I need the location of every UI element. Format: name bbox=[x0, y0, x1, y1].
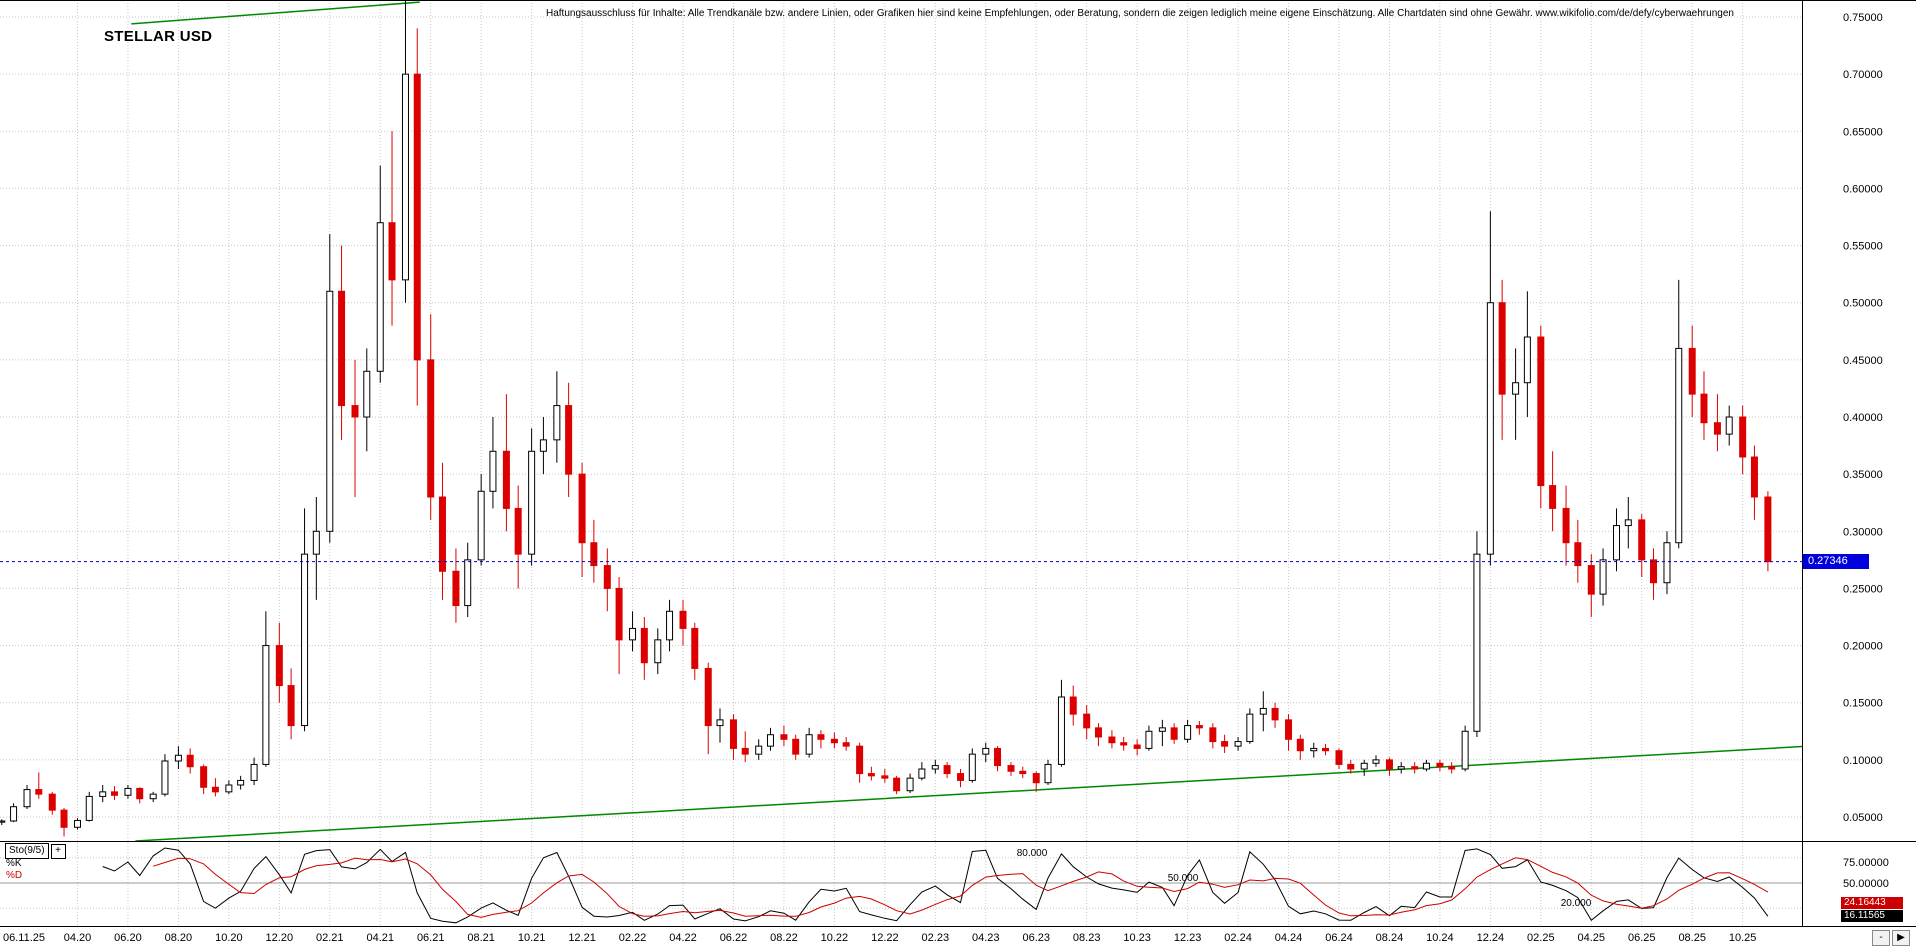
time-axis-label: 10.25 bbox=[1729, 932, 1757, 944]
time-axis-label: 10.21 bbox=[518, 932, 546, 944]
time-axis-label: 08.23 bbox=[1073, 932, 1101, 944]
time-axis-label: 12.23 bbox=[1174, 932, 1202, 944]
candlestick-series bbox=[0, 0, 1772, 837]
time-axis-label: 04.25 bbox=[1578, 932, 1606, 944]
disclaimer-text: Haftungsausschluss für Inhalte: Alle Tre… bbox=[546, 8, 1734, 19]
indicator-axis-labels: 75.00000 50.00000 80.000 50.000 20.000 bbox=[1017, 848, 1889, 909]
stochastic-d-line bbox=[153, 857, 1769, 918]
indicator-name-button[interactable]: Sto(9/5) bbox=[5, 843, 49, 859]
stoch-k-value-tag: 16.11565 bbox=[1841, 910, 1903, 922]
time-axis-label: 08.20 bbox=[165, 932, 193, 944]
indicator-legend: Sto(9/5) + bbox=[5, 843, 66, 859]
stoch-level-label: 20.000 bbox=[1561, 898, 1592, 909]
scroll-minus-button[interactable]: - bbox=[1872, 930, 1890, 946]
price-axis-label: 0.75000 bbox=[1843, 12, 1883, 24]
time-axis-first-label: 06.11.25 bbox=[3, 932, 45, 944]
stoch-level-label: 50.000 bbox=[1168, 873, 1199, 884]
price-axis-label: 0.50000 bbox=[1843, 298, 1883, 310]
time-axis-label: 06.21 bbox=[417, 932, 445, 944]
time-axis-label: 10.23 bbox=[1123, 932, 1151, 944]
time-axis-label: 02.24 bbox=[1224, 932, 1252, 944]
time-axis-label: 02.22 bbox=[619, 932, 647, 944]
time-axis-label: 08.25 bbox=[1678, 932, 1706, 944]
axis-scroll-controls: - ▶ bbox=[1872, 930, 1910, 946]
time-axis-label: 04.22 bbox=[669, 932, 697, 944]
time-axis-label: 02.21 bbox=[316, 932, 344, 944]
stoch-k-legend: %K bbox=[6, 858, 22, 869]
price-axis-label: 0.70000 bbox=[1843, 69, 1883, 81]
price-axis-label: 0.20000 bbox=[1843, 641, 1883, 653]
price-axis-label: 0.60000 bbox=[1843, 183, 1883, 195]
time-axis-label: 10.22 bbox=[821, 932, 849, 944]
svg-text:50.00000: 50.00000 bbox=[1843, 878, 1889, 890]
time-axis-label: 02.23 bbox=[922, 932, 950, 944]
price-axis-label: 0.35000 bbox=[1843, 469, 1883, 481]
time-axis-label: 10.20 bbox=[215, 932, 243, 944]
time-axis-label: 04.23 bbox=[972, 932, 1000, 944]
stochastic-k-line bbox=[102, 847, 1769, 924]
time-axis-label: 04.21 bbox=[366, 932, 394, 944]
chart-plot-area[interactable] bbox=[0, 0, 1802, 841]
price-axis-label: 0.10000 bbox=[1843, 755, 1883, 767]
price-axis-label: 0.65000 bbox=[1843, 126, 1883, 138]
time-axis-label: 12.24 bbox=[1477, 932, 1505, 944]
current-price-tag: 0.27346 bbox=[1803, 554, 1869, 569]
chart-title: STELLAR USD bbox=[104, 28, 213, 45]
time-axis-label: 12.22 bbox=[871, 932, 899, 944]
indicator-pane-area[interactable] bbox=[0, 841, 1802, 926]
pane-borders bbox=[0, 0, 1916, 927]
time-axis-label: 12.21 bbox=[568, 932, 596, 944]
svg-text:75.00000: 75.00000 bbox=[1843, 857, 1889, 869]
trendline bbox=[131, 1, 420, 25]
stoch-level-label: 80.000 bbox=[1017, 848, 1048, 859]
price-axis-labels: 0.75000 0.70000 0.65000 0.60000 0.55000 0.500… bbox=[1843, 12, 1883, 824]
price-axis-label: 0.55000 bbox=[1843, 241, 1883, 253]
trendline bbox=[135, 745, 1802, 841]
time-axis-label: 12.20 bbox=[266, 932, 294, 944]
gridlines bbox=[0, 0, 1802, 926]
time-axis-label: 04.20 bbox=[64, 932, 92, 944]
time-axis-labels: 06.11.25 04.20 06.20 08.20 10.20 12.20 02.21 04… bbox=[3, 932, 1756, 944]
price-axis-label: 0.15000 bbox=[1843, 698, 1883, 710]
stoch-d-legend: %D bbox=[6, 870, 23, 881]
time-axis-label: 06.25 bbox=[1628, 932, 1656, 944]
scroll-right-button[interactable]: ▶ bbox=[1892, 930, 1910, 946]
time-axis-label: 02.25 bbox=[1527, 932, 1555, 944]
price-axis-label: 0.40000 bbox=[1843, 412, 1883, 424]
price-axis-label: 0.30000 bbox=[1843, 526, 1883, 538]
stoch-d-value-tag: 24.16443 bbox=[1841, 897, 1903, 909]
indicator-expand-button[interactable]: + bbox=[50, 843, 66, 859]
time-axis-label: 08.21 bbox=[467, 932, 495, 944]
trendlines[interactable] bbox=[131, 1, 1809, 841]
price-axis-label: 0.25000 bbox=[1843, 583, 1883, 595]
time-axis-label: 10.24 bbox=[1426, 932, 1454, 944]
time-axis-label: 04.24 bbox=[1275, 932, 1303, 944]
time-axis-label: 08.24 bbox=[1376, 932, 1404, 944]
time-axis-label: 06.23 bbox=[1022, 932, 1050, 944]
price-axis-label: 0.05000 bbox=[1843, 812, 1883, 824]
time-axis-label: 06.24 bbox=[1325, 932, 1353, 944]
price-axis-label: 0.45000 bbox=[1843, 355, 1883, 367]
time-axis-label: 06.22 bbox=[720, 932, 748, 944]
time-axis-label: 08.22 bbox=[770, 932, 798, 944]
time-axis-label: 06.20 bbox=[114, 932, 142, 944]
